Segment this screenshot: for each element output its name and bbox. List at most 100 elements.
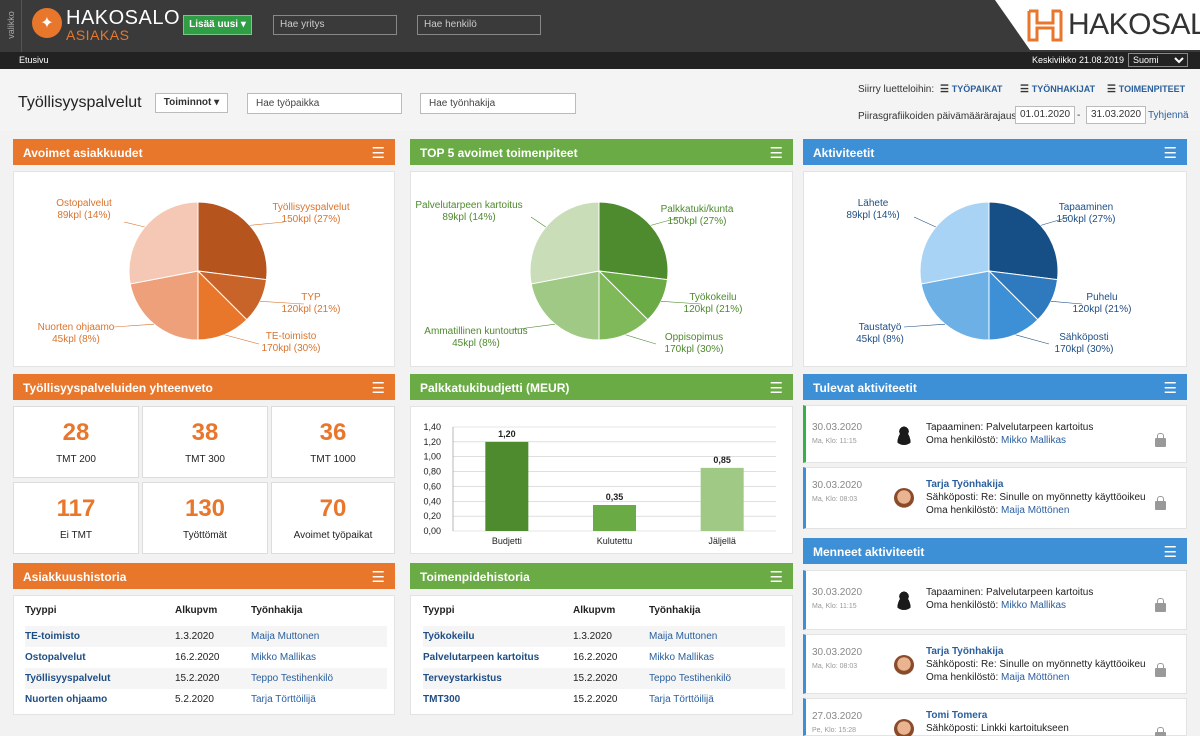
stat-tile[interactable]: 117 Ei TMT: [13, 482, 139, 554]
owner-link[interactable]: Mikko Mallikas: [1001, 600, 1067, 611]
activity-item[interactable]: 30.03.2020 Ma, Klo: 11:15 Tapaaminen: Palv…: [803, 405, 1187, 463]
breadcrumb-home[interactable]: Etusivu: [19, 55, 49, 65]
type-cell[interactable]: TE-toimisto: [25, 626, 175, 647]
seeker-link[interactable]: Maija Muttonen: [649, 626, 785, 647]
stat-tile[interactable]: 70 Avoimet työpaikat: [271, 482, 395, 554]
avatar-placeholder-icon: [894, 425, 914, 445]
bar[interactable]: [593, 505, 636, 531]
company-search-input[interactable]: Hae yritys: [273, 15, 397, 35]
type-cell[interactable]: Työllisyyspalvelut: [25, 668, 175, 689]
bar[interactable]: [700, 467, 744, 531]
stat-value: 130: [184, 495, 226, 522]
date-range-clear-link[interactable]: Tyhjennä: [1148, 110, 1189, 121]
date-range-from[interactable]: 01.01.2020: [1015, 106, 1075, 124]
table-row[interactable]: Palvelutarpeen kartoitus 16.2.2020 Mikko M…: [423, 647, 785, 668]
activity-date: 27.03.2020: [812, 711, 863, 722]
lock-icon: [1155, 598, 1166, 612]
activity-item[interactable]: 27.03.2020 Pe, Klo: 15:28 Tomi Tomera Sähkö…: [803, 698, 1187, 736]
owner-link[interactable]: Mikko Mallikas: [1001, 435, 1067, 446]
pie-slice[interactable]: [128, 201, 199, 285]
table-row[interactable]: Terveystarkistus 15.2.2020 Teppo Testihenk…: [423, 668, 785, 689]
add-new-button[interactable]: Lisää uusi ▾: [183, 15, 252, 35]
activity-item[interactable]: 30.03.2020 Ma, Klo: 08:03 Tarja Työnhakija…: [803, 467, 1187, 529]
pie-slice[interactable]: [197, 201, 268, 281]
bar[interactable]: [485, 441, 529, 531]
panel-menu-icon[interactable]: ☰: [1163, 380, 1177, 397]
jump-link-measures[interactable]: TOIMENPITEET: [1107, 84, 1185, 95]
pie-leader-line: [530, 216, 547, 228]
stat-tile[interactable]: 130 Työttömät: [142, 482, 268, 554]
panel-menu-icon[interactable]: ☰: [769, 145, 783, 162]
actions-dropdown-button[interactable]: Toiminnot ▾: [155, 93, 228, 113]
type-cell[interactable]: Terveystarkistus: [423, 668, 573, 689]
table-row[interactable]: Ostopalvelut 16.2.2020 Mikko Mallikas: [25, 647, 387, 668]
activity-person-link[interactable]: Tarja Työnhakija: [926, 646, 1004, 657]
jump-link-jobs[interactable]: TYÖPAIKAT: [940, 84, 1003, 95]
pie-slice[interactable]: [919, 201, 990, 285]
type-cell[interactable]: Työkokeilu: [423, 626, 573, 647]
owner-link[interactable]: Maija Möttönen: [1001, 672, 1070, 683]
panel-menu-icon[interactable]: ☰: [769, 569, 783, 586]
type-cell[interactable]: Nuorten ohjaamo: [25, 694, 108, 705]
y-tick-label: 1,40: [423, 422, 441, 432]
seeker-link[interactable]: Mikko Mallikas: [251, 652, 317, 663]
y-tick-label: 1,20: [423, 437, 441, 447]
activity-item[interactable]: 30.03.2020 Ma, Klo: 11:15 Tapaaminen: Palv…: [803, 570, 1187, 630]
menu-toggle[interactable]: valikko: [0, 0, 22, 52]
customer-history-header: Asiakkuushistoria ☰: [13, 563, 395, 589]
seeker-link[interactable]: Teppo Testihenkilö: [251, 668, 387, 689]
job-search-input[interactable]: Hae työpaikka: [247, 93, 402, 114]
language-select[interactable]: Suomi: [1128, 53, 1188, 67]
pie-slice[interactable]: [988, 201, 1059, 281]
panel-menu-icon[interactable]: ☰: [1163, 145, 1177, 162]
pie-value-label: 150kpl (27%): [1057, 214, 1116, 225]
seeker-link[interactable]: Teppo Testihenkilö: [649, 668, 785, 689]
owner-link[interactable]: Maija Möttönen: [1001, 505, 1070, 516]
x-tick-label: Budjetti: [492, 536, 522, 546]
panel-menu-icon[interactable]: ☰: [371, 569, 385, 586]
stat-tile[interactable]: 36 TMT 1000: [271, 406, 395, 478]
seeker-link[interactable]: Tarja Törttöilijä: [251, 694, 316, 705]
pie-value-label: 120kpl (21%): [684, 304, 743, 315]
activity-description: Sähköposti: Linkki kartoitukseen: [926, 723, 1069, 734]
date-range-to[interactable]: 31.03.2020: [1086, 106, 1146, 124]
activity-person-link[interactable]: Tarja Työnhakija: [926, 479, 1004, 490]
table-row[interactable]: Työkokeilu 1.3.2020 Maija Muttonen: [423, 626, 785, 647]
menu-toggle-label: valikko: [6, 11, 16, 39]
date-cell: 15.2.2020: [573, 694, 618, 705]
owner-label: Oma henkilöstö:: [926, 505, 999, 516]
seeker-link[interactable]: Mikko Mallikas: [649, 652, 715, 663]
pie-slice[interactable]: [529, 201, 600, 285]
pie-value-label: 150kpl (27%): [668, 216, 727, 227]
seeker-link[interactable]: Tarja Törttöilijä: [649, 694, 714, 705]
seeker-link[interactable]: Maija Muttonen: [251, 626, 387, 647]
table-row[interactable]: TMT300 15.2.2020 Tarja Törttöilijä: [423, 689, 785, 710]
type-cell[interactable]: TMT300: [423, 694, 461, 705]
jump-link-seekers[interactable]: TYÖNHAKIJAT: [1020, 84, 1095, 95]
panel-menu-icon[interactable]: ☰: [371, 145, 385, 162]
activity-person-link[interactable]: Tomi Tomera: [926, 710, 988, 721]
type-cell[interactable]: Ostopalvelut: [25, 652, 86, 663]
activity-owner: Oma henkilöstö: Mikko Mallikas: [926, 600, 1066, 611]
stat-tile[interactable]: 28 TMT 200: [13, 406, 139, 478]
panel-menu-icon[interactable]: ☰: [1163, 544, 1177, 561]
table-row[interactable]: TE-toimisto 1.3.2020 Maija Muttonen: [25, 626, 387, 647]
seeker-search-input[interactable]: Hae työnhakija: [420, 93, 576, 114]
panel-menu-icon[interactable]: ☰: [371, 380, 385, 397]
pie-slice[interactable]: [598, 201, 669, 281]
type-cell[interactable]: Palvelutarpeen kartoitus: [423, 652, 540, 663]
open-customers-panel: Työllisyyspalvelut 150kpl (27%) TYP 120kpl …: [13, 171, 395, 367]
person-search-input[interactable]: Hae henkilö: [417, 15, 541, 35]
pie-leader-line: [113, 323, 155, 328]
activity-item[interactable]: 30.03.2020 Ma, Klo: 08:03 Tarja Työnhakija…: [803, 634, 1187, 694]
panel-menu-icon[interactable]: ☰: [769, 380, 783, 397]
pie-leader-line: [660, 301, 702, 305]
activities-panel: Tapaaminen 150kpl (27%) Puhelu 120kpl (21%)…: [803, 171, 1187, 367]
table-row[interactable]: Työllisyyspalvelut 15.2.2020 Teppo Testihe…: [25, 668, 387, 689]
stat-tile[interactable]: 38 TMT 300: [142, 406, 268, 478]
table-row[interactable]: Nuorten ohjaamo 5.2.2020 Tarja Törttöilijä: [25, 689, 387, 710]
activity-date: 30.03.2020: [812, 647, 863, 658]
current-date: Keskiviikko 21.08.2019: [1032, 55, 1125, 65]
